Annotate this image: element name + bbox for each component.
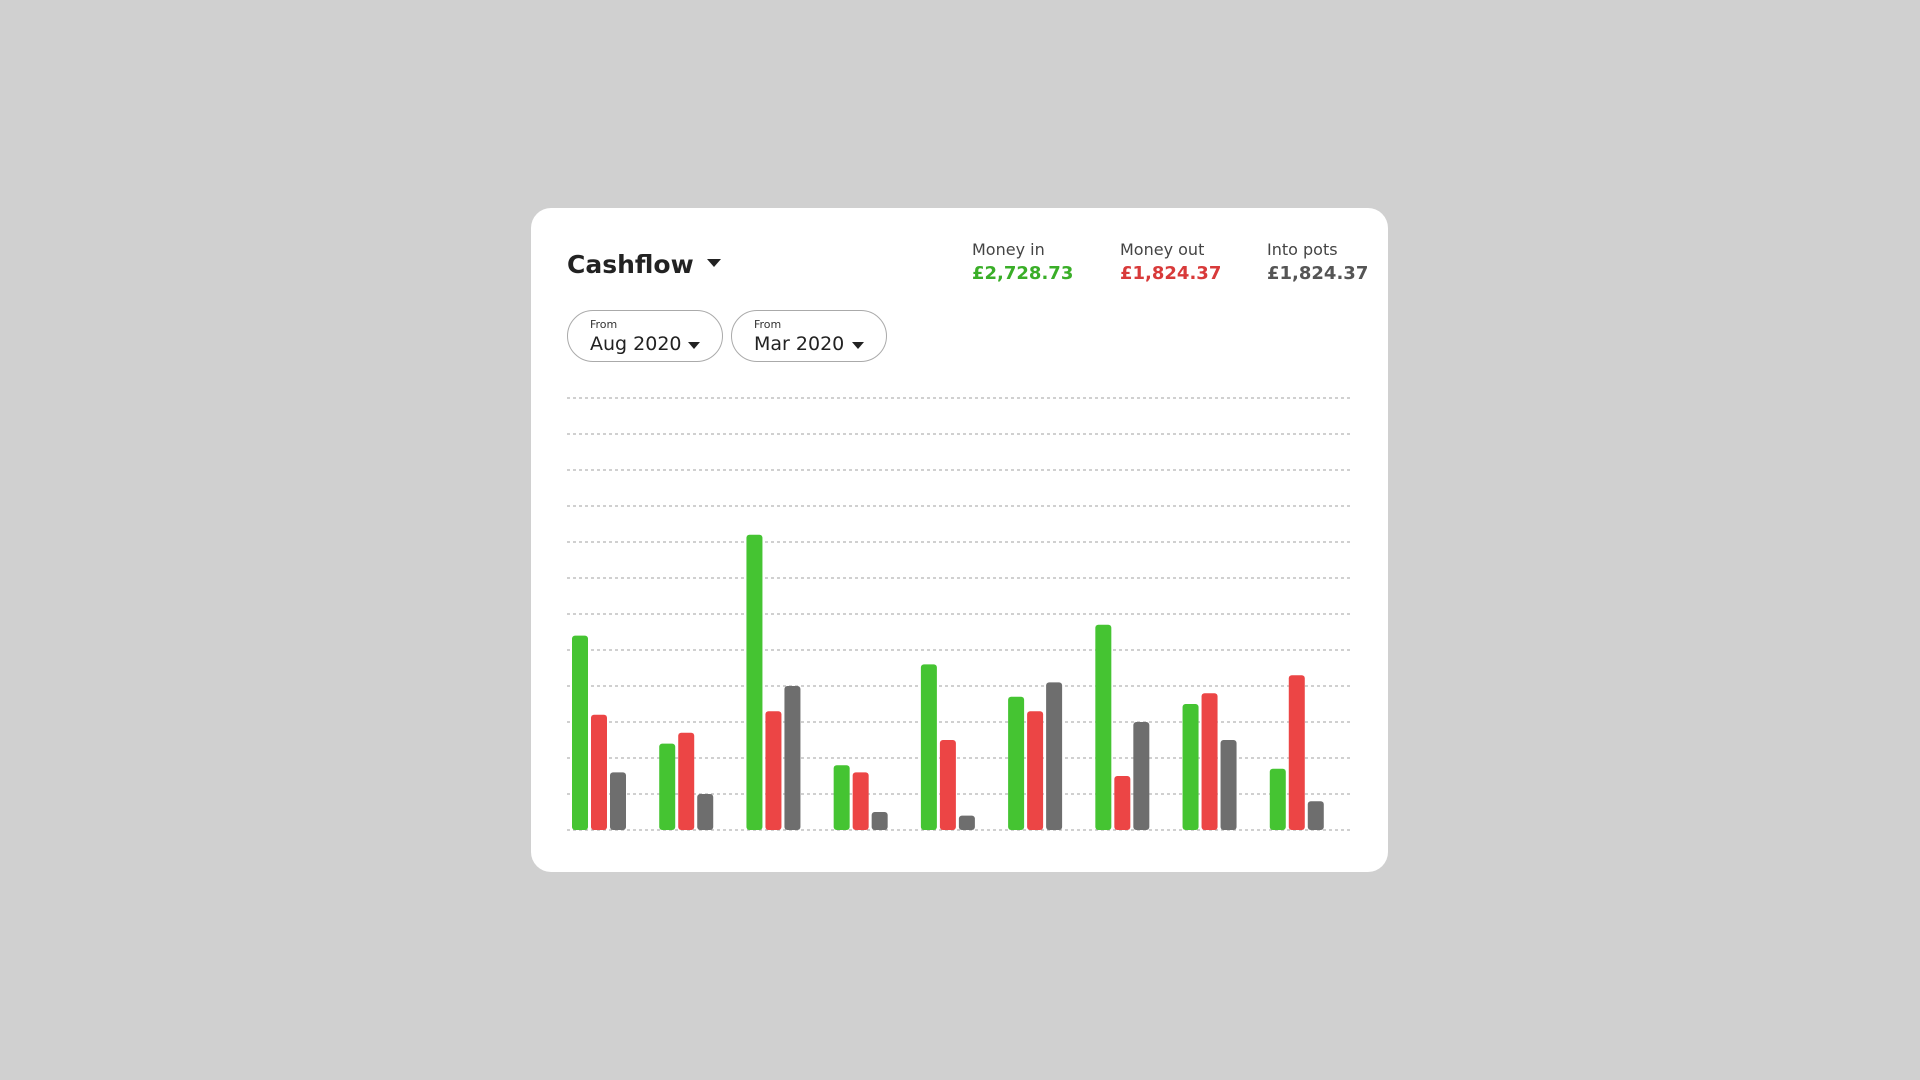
bar: [697, 794, 714, 830]
date-dropdown[interactable]: From Mar 2020: [731, 310, 887, 362]
bar: [1133, 722, 1150, 830]
bar: [1220, 740, 1237, 830]
summary-label: Money in: [972, 240, 1045, 259]
summary-item: Into pots £1,824.37: [1267, 240, 1368, 284]
bar: [920, 664, 937, 830]
dropdown-value: Mar 2020: [754, 333, 845, 355]
bar: [591, 714, 607, 830]
cashflow-card: Cashflow Money in £2,728.73 Money out £1…: [531, 208, 1388, 872]
bar: [572, 635, 588, 830]
dropdown-label: From: [590, 318, 618, 331]
bar: [1095, 624, 1112, 830]
dropdown-caret: [852, 342, 864, 349]
summary-value: £1,824.37: [1267, 263, 1369, 284]
summary-value: £1,824.37: [1120, 263, 1222, 284]
bar: [958, 815, 975, 830]
bar: [765, 711, 782, 830]
dropdown-caret: [688, 342, 700, 349]
bar: [1182, 704, 1199, 830]
title-dropdown-caret[interactable]: [707, 259, 721, 267]
card-title: Cashflow: [567, 250, 694, 279]
bar: [1046, 682, 1063, 830]
bar: [610, 772, 626, 830]
date-dropdown[interactable]: From Aug 2020: [567, 310, 723, 362]
bar: [1027, 711, 1044, 830]
bar: [1114, 776, 1131, 830]
dropdown-value: Aug 2020: [590, 333, 682, 355]
bar: [1307, 801, 1324, 830]
bar: [871, 812, 888, 830]
summary-item: Money in £2,728.73: [972, 240, 1073, 284]
bar: [678, 732, 695, 830]
summary-item: Money out £1,824.37: [1120, 240, 1221, 284]
bar: [784, 686, 801, 830]
summary-label: Into pots: [1267, 240, 1338, 259]
bar: [1201, 693, 1218, 830]
bar: [939, 740, 956, 830]
bar: [852, 772, 869, 830]
bar: [1008, 696, 1025, 830]
bar: [746, 534, 763, 830]
summary-value: £2,728.73: [972, 263, 1074, 284]
bar: [1288, 675, 1305, 830]
dropdown-label: From: [754, 318, 782, 331]
summary-label: Money out: [1120, 240, 1205, 259]
bar: [833, 765, 850, 830]
cashflow-chart: [567, 397, 1352, 831]
bar: [1269, 768, 1286, 830]
bar: [659, 743, 676, 830]
